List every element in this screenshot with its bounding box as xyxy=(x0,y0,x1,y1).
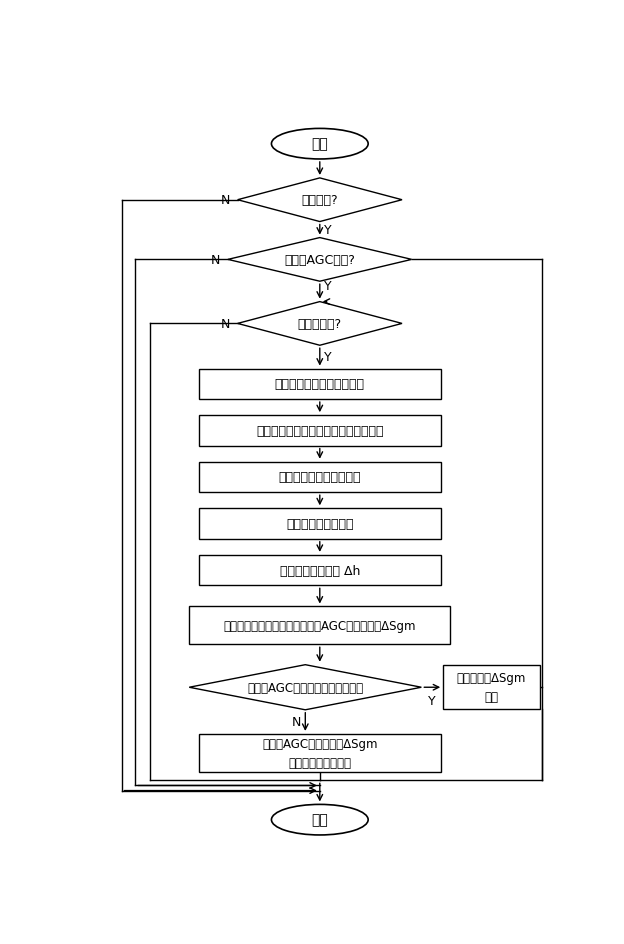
Text: 计算带钢锁定头部厚度值: 计算带钢锁定头部厚度值 xyxy=(278,471,361,484)
Text: 实测轧制力和实测辊缝采集: 实测轧制力和实测辊缝采集 xyxy=(275,378,365,391)
Text: 厚度计AGC选择?: 厚度计AGC选择? xyxy=(285,254,355,266)
Polygon shape xyxy=(199,734,441,772)
Text: 厚度计AGC被取消或存在手工干预: 厚度计AGC被取消或存在手工干预 xyxy=(247,681,363,694)
Text: N: N xyxy=(211,254,220,266)
Text: 计算实际带钢厚度值: 计算实际带钢厚度值 xyxy=(286,517,354,531)
Text: Y: Y xyxy=(429,694,436,707)
Polygon shape xyxy=(228,238,412,282)
Polygon shape xyxy=(199,509,441,539)
Text: 结束: 结束 xyxy=(311,813,328,827)
Polygon shape xyxy=(199,555,441,585)
Polygon shape xyxy=(199,415,441,447)
Text: 机架间有钢?: 机架间有钢? xyxy=(298,317,342,330)
Polygon shape xyxy=(238,178,402,223)
Polygon shape xyxy=(189,665,421,710)
Text: N: N xyxy=(221,317,230,330)
Text: 辊缝调节量ΔSgm
冻结: 辊缝调节量ΔSgm 冻结 xyxy=(457,671,526,703)
Text: Y: Y xyxy=(324,279,331,293)
Text: 计算带钢厚度偏差 Δh: 计算带钢厚度偏差 Δh xyxy=(280,564,360,577)
Polygon shape xyxy=(199,369,441,399)
Text: Y: Y xyxy=(324,224,331,237)
Polygon shape xyxy=(189,607,451,645)
Text: 厚度计AGC辊缝调节量ΔSgm
附加至液压压下系统: 厚度计AGC辊缝调节量ΔSgm 附加至液压压下系统 xyxy=(262,737,378,769)
Text: Y: Y xyxy=(324,351,331,364)
Ellipse shape xyxy=(271,129,368,160)
Text: N: N xyxy=(221,194,230,207)
Polygon shape xyxy=(443,666,540,709)
Polygon shape xyxy=(238,302,402,346)
Polygon shape xyxy=(199,463,441,493)
Text: 开始: 开始 xyxy=(311,138,328,152)
Text: 机架选择?: 机架选择? xyxy=(301,194,338,207)
Ellipse shape xyxy=(271,804,368,835)
Text: 考虑轧机压下效率，计算厚度计AGC辊缝调节量ΔSgm: 考虑轧机压下效率，计算厚度计AGC辊缝调节量ΔSgm xyxy=(223,619,416,632)
Text: N: N xyxy=(292,716,301,729)
Text: 根据轧机弹性特性曲线计算轧机弹跳量: 根据轧机弹性特性曲线计算轧机弹跳量 xyxy=(256,425,384,437)
